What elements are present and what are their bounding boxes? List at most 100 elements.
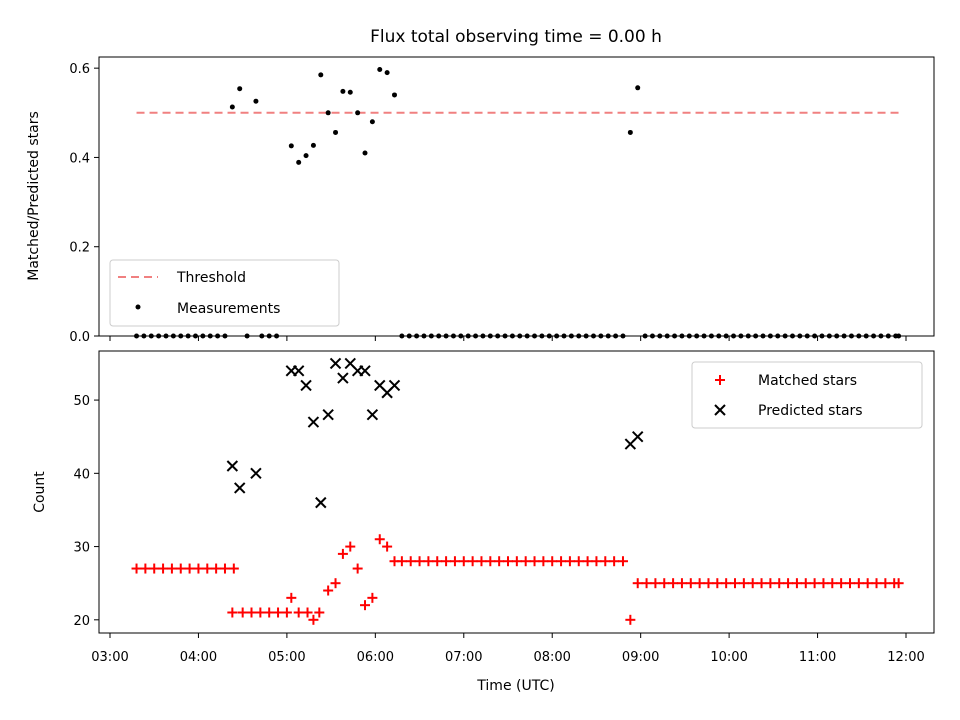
predicted-star-point — [632, 430, 644, 443]
measurement-point — [340, 88, 346, 94]
predicted-star-point — [300, 379, 312, 392]
matched-star-point — [818, 578, 829, 589]
x-axis-label: Time (UTC) — [476, 678, 554, 694]
matched-star-point — [302, 607, 313, 618]
measurement-point — [310, 142, 316, 148]
matched-star-point — [893, 578, 904, 589]
matched-star-point — [511, 556, 522, 567]
matched-star-point — [600, 556, 611, 567]
matched-star-point — [564, 556, 575, 567]
top-legend-box — [109, 259, 340, 327]
matched-star-point — [423, 556, 434, 567]
chart-title: Flux total observing time = 0.00 h — [370, 27, 662, 47]
matched-star-point — [432, 556, 443, 567]
matched-star-point — [609, 556, 620, 567]
measurement-point — [253, 98, 259, 104]
predicted-star-point — [337, 372, 349, 384]
matched-star-point — [676, 578, 687, 589]
matched-star-point — [694, 578, 705, 589]
matched-star-point — [712, 578, 723, 589]
x-tick-label: 11:00 — [799, 650, 836, 665]
predicted-star-point — [234, 482, 246, 494]
top-y-ticks: 0.0 0.2 0.4 0.6 — [69, 62, 99, 345]
matched-star-point — [184, 563, 195, 574]
predicted-star-point — [250, 467, 262, 480]
matched-star-point — [591, 556, 602, 567]
bottom-y-ticks: 20 30 40 50 — [73, 394, 99, 629]
top-y-tick-label: 0.2 — [69, 241, 90, 256]
matched-star-point — [360, 600, 371, 611]
predicted-star-point — [226, 460, 239, 472]
matched-star-point — [273, 607, 284, 618]
predicted-star-point — [366, 409, 379, 421]
matched-star-point — [414, 556, 425, 567]
measurement-point — [318, 72, 324, 78]
matched-star-point — [286, 592, 297, 603]
matched-star-point — [228, 563, 239, 574]
bottom-y-tick-label: 40 — [73, 467, 90, 482]
measurement-point — [627, 129, 633, 135]
matched-star-point — [520, 556, 531, 567]
matched-star-point — [255, 607, 266, 618]
matched-star-point — [131, 563, 142, 574]
legend-predicted-marker — [714, 404, 726, 416]
matched-star-point — [441, 556, 452, 567]
matched-star-point — [668, 578, 679, 589]
measurement-point — [237, 86, 243, 92]
measurement-point — [325, 110, 331, 116]
measurement-point — [288, 143, 294, 149]
matched-star-point — [871, 578, 882, 589]
bottom-y-tick-label: 50 — [73, 394, 90, 409]
matched-star-point — [330, 578, 341, 589]
matched-star-point — [783, 578, 794, 589]
matched-star-point — [227, 607, 238, 618]
matched-star-point — [827, 578, 838, 589]
matched-star-point — [467, 556, 478, 567]
legend-measurements-label: Measurements — [177, 301, 280, 317]
top-y-tick-label: 0.6 — [69, 62, 90, 77]
matched-stars-points — [131, 534, 904, 625]
bottom-y-axis-label: Count — [32, 471, 48, 513]
predicted-star-point — [292, 365, 305, 377]
top-legend: Threshold Measurements — [109, 259, 340, 327]
matched-star-point — [747, 578, 758, 589]
matched-star-point — [641, 578, 652, 589]
measurement-point — [333, 129, 339, 135]
measurement-point — [362, 150, 368, 156]
matched-star-point — [774, 578, 785, 589]
matched-star-point — [573, 556, 584, 567]
top-x-ticks — [109, 336, 907, 341]
predicted-star-point — [359, 365, 371, 377]
legend-threshold-label: Threshold — [176, 270, 246, 286]
matched-star-point — [617, 556, 628, 567]
matched-star-point — [237, 607, 248, 618]
bottom-legend: Matched stars Predicted stars — [691, 361, 923, 429]
matched-star-point — [345, 541, 356, 552]
top-y-tick-label: 0.4 — [69, 151, 90, 166]
measurement-point — [384, 70, 390, 76]
matched-star-point — [738, 578, 749, 589]
predicted-stars-points — [226, 357, 644, 509]
matched-star-point — [193, 563, 204, 574]
x-tick-label: 04:00 — [180, 650, 217, 665]
matched-star-point — [281, 607, 292, 618]
x-tick-label: 07:00 — [445, 650, 482, 665]
measurement-point — [391, 92, 397, 98]
matched-star-point — [880, 578, 891, 589]
bottom-plot-frame — [98, 350, 935, 634]
measurement-point — [303, 153, 309, 159]
legend-predicted-swatch — [714, 404, 726, 416]
legend-matched-label: Matched stars — [758, 373, 857, 389]
matched-star-point — [396, 556, 407, 567]
matched-star-point — [352, 563, 363, 574]
matched-star-point — [140, 563, 151, 574]
matched-star-point — [158, 563, 169, 574]
matched-star-point — [367, 592, 378, 603]
matched-star-point — [800, 578, 811, 589]
matched-star-point — [202, 563, 213, 574]
measurement-point — [369, 119, 375, 125]
matched-star-point — [503, 556, 513, 567]
predicted-star-point — [322, 409, 334, 421]
matched-star-point — [547, 556, 558, 567]
